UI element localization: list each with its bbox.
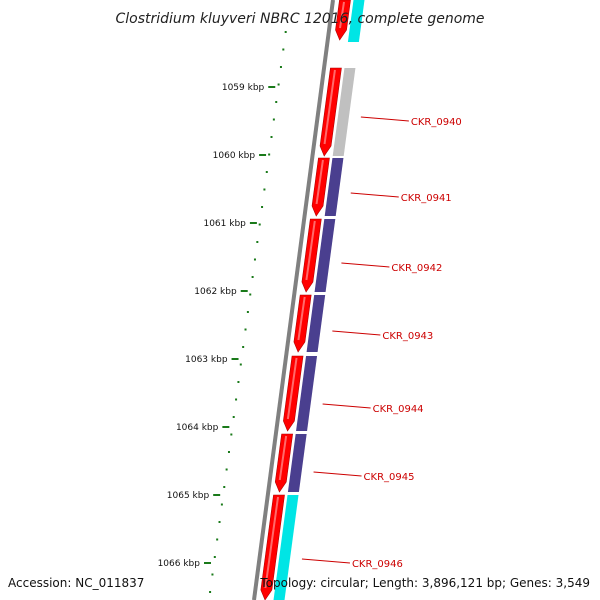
scale-dot bbox=[218, 521, 221, 523]
cog-segment bbox=[273, 495, 299, 600]
gene-leader-line bbox=[313, 471, 362, 477]
gene-leader-line bbox=[332, 330, 381, 336]
kbp-tick-label: 1063 kbp bbox=[185, 355, 228, 365]
scale-dot bbox=[227, 451, 230, 453]
scale-dot bbox=[251, 276, 254, 278]
scale-dot bbox=[237, 381, 240, 383]
cog-segment bbox=[314, 219, 336, 292]
scale-dot bbox=[268, 153, 271, 156]
cds-arrow bbox=[335, 0, 351, 41]
scale-dot bbox=[261, 206, 264, 208]
gene-tracks bbox=[260, 0, 365, 600]
cds-highlight bbox=[315, 159, 324, 205]
scale-dot bbox=[253, 258, 256, 261]
gene-label[interactable]: CKR_0943 bbox=[382, 331, 433, 342]
scale-dot bbox=[282, 48, 285, 51]
scale-dot bbox=[242, 346, 245, 348]
cds-highlight bbox=[323, 69, 336, 145]
scale-dot bbox=[263, 188, 266, 191]
scale-dot bbox=[272, 118, 275, 121]
kbp-scale: 1059 kbp 1060 kbp 1061 kbp 1062 kbp 1063 kbp… bbox=[158, 31, 287, 593]
cds-highlight bbox=[305, 220, 316, 281]
genome-backbone bbox=[252, 0, 335, 600]
gene-labels: CKR_0940 CKR_0941 CKR_0942 CKR_0943 CKR_0944… bbox=[301, 116, 462, 570]
scale-dot bbox=[270, 136, 273, 138]
gene-label[interactable]: CKR_0942 bbox=[391, 263, 442, 274]
gene-label[interactable]: CKR_0941 bbox=[401, 193, 452, 204]
cog-segment bbox=[296, 356, 318, 431]
scale-dot bbox=[256, 241, 259, 243]
scale-dot bbox=[209, 591, 212, 593]
scale-dot bbox=[284, 31, 287, 33]
scale-dot bbox=[265, 171, 268, 173]
gene-leader-line bbox=[341, 262, 390, 268]
gene-label[interactable]: CKR_0944 bbox=[373, 404, 424, 415]
scale-dot bbox=[220, 503, 223, 506]
scale-dot bbox=[225, 468, 228, 471]
scale-dot bbox=[275, 101, 278, 103]
gene-leader-line bbox=[360, 116, 409, 122]
map-title: Clostridium kluyveri NBRC 12016, complet… bbox=[115, 11, 484, 27]
kbp-tick-label: 1066 kbp bbox=[158, 559, 201, 569]
gene-label[interactable]: CKR_0940 bbox=[411, 117, 462, 128]
cds-highlight bbox=[264, 496, 280, 589]
scale-dot bbox=[211, 573, 214, 576]
gene-leader-line bbox=[301, 558, 350, 564]
topology-text: Topology: circular; Length: 3,896,121 bp… bbox=[259, 576, 590, 590]
gene-leader-line bbox=[350, 192, 399, 198]
scale-dot bbox=[232, 416, 235, 418]
cds-highlight bbox=[339, 1, 345, 29]
scale-dot bbox=[277, 83, 280, 86]
kbp-tick-label: 1065 kbp bbox=[167, 491, 210, 501]
scale-dot bbox=[249, 293, 252, 296]
scale-dot bbox=[239, 363, 242, 366]
scale-dot bbox=[213, 556, 216, 558]
scale-dot bbox=[258, 223, 261, 226]
kbp-tick-label: 1061 kbp bbox=[203, 219, 246, 229]
kbp-tick-label: 1059 kbp bbox=[222, 83, 265, 93]
accession-text: Accession: NC_011837 bbox=[8, 576, 144, 590]
scale-dot bbox=[244, 328, 247, 331]
cog-segment bbox=[332, 68, 356, 156]
kbp-tick-label: 1062 kbp bbox=[194, 287, 237, 297]
scale-dot bbox=[216, 538, 219, 541]
cog-segment bbox=[324, 158, 344, 216]
gene-leader-line bbox=[322, 403, 371, 409]
scale-dot bbox=[230, 433, 233, 436]
scale-dot bbox=[235, 398, 238, 401]
kbp-tick-label: 1064 kbp bbox=[176, 423, 219, 433]
cog-segment bbox=[287, 434, 307, 492]
cds-highlight bbox=[286, 357, 298, 420]
gene-label[interactable]: CKR_0945 bbox=[364, 472, 415, 483]
scale-dot bbox=[279, 66, 282, 68]
cog-segment bbox=[347, 0, 365, 42]
scale-dot bbox=[246, 311, 249, 313]
scale-dot bbox=[223, 486, 226, 488]
kbp-tick-label: 1060 kbp bbox=[213, 151, 256, 161]
cog-segment bbox=[306, 295, 326, 352]
cds-highlight bbox=[278, 435, 288, 481]
gene-label[interactable]: CKR_0946 bbox=[352, 559, 403, 570]
cds-highlight bbox=[297, 296, 306, 341]
